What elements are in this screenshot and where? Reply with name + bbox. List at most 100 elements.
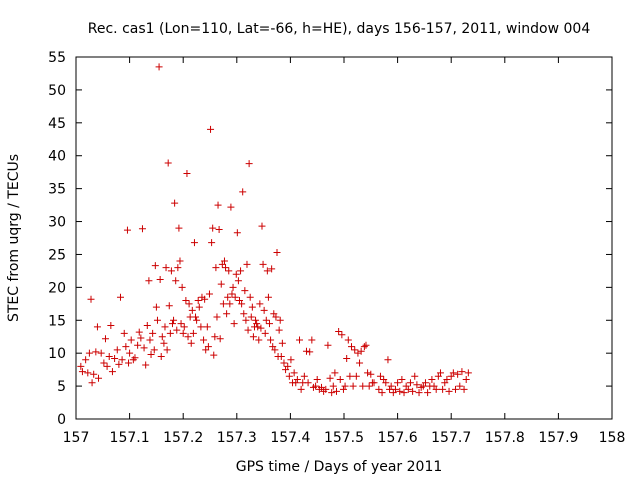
data-point-marker [365, 382, 373, 390]
data-point-marker [248, 303, 256, 311]
data-point-marker [304, 379, 312, 387]
data-point-marker [87, 295, 95, 303]
data-point-marker [302, 347, 310, 355]
data-point-marker [285, 372, 293, 380]
data-point-marker [352, 372, 360, 380]
x-tick-label: 157.8 [485, 430, 525, 446]
data-point-marker [456, 382, 464, 390]
data-point-marker [346, 372, 354, 380]
data-point-marker [150, 346, 158, 354]
data-point-marker [92, 348, 100, 356]
data-point-marker [228, 290, 236, 298]
data-point-marker [233, 229, 241, 237]
data-point-marker [253, 320, 261, 328]
x-tick-label: 157.6 [378, 430, 418, 446]
data-point-marker [113, 346, 121, 354]
y-tick-label: 35 [48, 182, 66, 198]
y-tick-label: 25 [48, 247, 66, 263]
x-tick-label: 157.1 [110, 430, 150, 446]
data-point-marker [313, 376, 321, 384]
data-point-marker [300, 372, 308, 380]
data-point-marker [246, 293, 254, 301]
data-point-marker [329, 382, 337, 390]
y-tick-label: 45 [48, 116, 66, 132]
data-point-marker [137, 334, 145, 342]
data-point-marker [249, 333, 257, 341]
data-point-marker [188, 306, 196, 314]
data-point-marker [180, 323, 188, 331]
data-point-marker [97, 349, 105, 357]
data-point-marker [260, 306, 268, 314]
data-point-marker [127, 336, 135, 344]
data-point-marker [165, 302, 173, 310]
x-tick-labels: 157 157.1 157.2 157.3 157.4 157.5 157.6 157.7 15… [63, 430, 626, 446]
data-point-marker [443, 376, 451, 384]
data-point-marker [265, 320, 273, 328]
x-tick-label: 157.7 [431, 430, 471, 446]
data-point-marker [157, 352, 165, 360]
data-point-marker [123, 226, 131, 234]
y-tick-label: 10 [48, 346, 66, 362]
data-point-marker [168, 320, 176, 328]
data-point-marker [292, 379, 300, 387]
data-point-marker [189, 329, 197, 337]
data-point-marker [101, 335, 109, 343]
data-point-marker [100, 359, 108, 367]
data-point-marker [293, 376, 301, 384]
data-point-marker [306, 348, 314, 356]
data-point-marker [210, 351, 218, 359]
data-point-marker [382, 379, 390, 387]
data-point-marker [227, 203, 235, 211]
data-point-marker [166, 329, 174, 337]
data-point-marker [237, 267, 245, 275]
data-point-marker [240, 310, 248, 318]
data-point-marker [404, 385, 412, 393]
x-tick-label: 157 [63, 430, 90, 446]
y-tick-labels: 0 5 10 15 20 25 30 35 40 45 50 55 [48, 50, 66, 428]
data-point-marker [204, 343, 212, 351]
data-point-marker [160, 339, 168, 347]
data-point-marker [312, 382, 320, 390]
data-point-marker [231, 293, 239, 301]
data-point-marker [415, 389, 423, 397]
data-point-marker [118, 356, 126, 364]
data-point-marker [167, 267, 175, 275]
data-point-marker [185, 300, 193, 308]
data-point-marker [107, 322, 115, 330]
data-point-marker [421, 379, 429, 387]
data-point-marker [244, 326, 252, 334]
data-point-marker [147, 350, 155, 358]
data-point-marker [445, 387, 453, 395]
data-point-marker [77, 362, 85, 370]
data-point-marker [378, 389, 386, 397]
data-point-marker [212, 264, 220, 272]
data-point-marker [394, 379, 402, 387]
data-point-marker [406, 379, 414, 387]
data-point-marker [187, 339, 195, 347]
data-point-marker [356, 359, 364, 367]
data-point-marker [409, 387, 417, 395]
data-point-marker [105, 352, 113, 360]
y-tick-label: 40 [48, 149, 66, 165]
data-point-marker [193, 316, 201, 324]
data-point-marker [163, 346, 171, 354]
data-point-marker [370, 379, 378, 387]
data-point-marker [229, 283, 237, 291]
data-point-marker [239, 188, 247, 196]
data-point-marker [149, 329, 157, 337]
x-axis-title: GPS time / Days of year 2011 [236, 459, 443, 475]
data-point-marker [436, 369, 444, 377]
data-point-marker [208, 239, 216, 247]
data-point-marker [224, 293, 232, 301]
data-point-marker [225, 267, 233, 275]
x-tick-label: 157.9 [538, 430, 578, 446]
data-point-marker [247, 313, 255, 321]
data-point-marker [215, 225, 223, 233]
data-point-marker [90, 370, 98, 378]
data-point-marker [197, 323, 205, 331]
data-point-marker [411, 372, 419, 380]
data-point-marker [267, 336, 275, 344]
data-point-marker [344, 336, 352, 344]
plot-frame [75, 56, 613, 420]
